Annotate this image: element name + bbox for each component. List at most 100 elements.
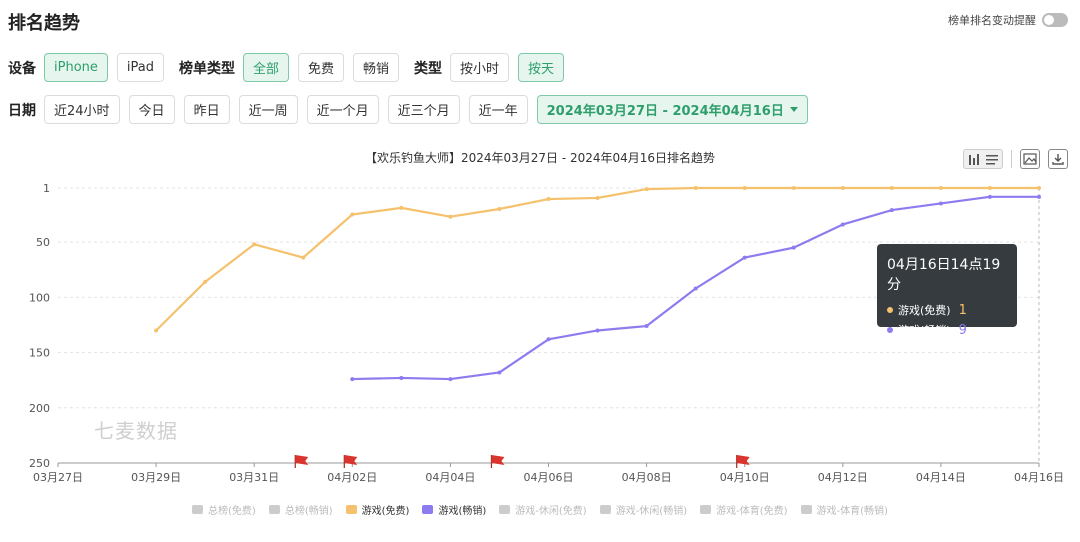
chart-legend: 总榜(免费) 总榜(畅销) 游戏(免费) 游戏(畅销) 游戏-休闲(免费) 游戏-休闲(畅… [0,502,1080,517]
chart-view-toggle[interactable] [963,149,1003,169]
legend-swatch [499,505,511,514]
date-range-value: 2024年03月27日 - 2024年04月16日 [546,104,784,119]
tooltip-paid-dot [887,327,893,333]
legend-item[interactable]: 游戏(免费) [345,502,410,517]
image-icon [1023,153,1037,165]
save-image-button[interactable] [1020,149,1040,169]
rank-change-alert: 榜单排名变动提醒 [948,12,1068,28]
series-point-0 [889,186,894,190]
series-point-1 [448,377,453,382]
y-tick-label: 150 [29,347,50,360]
legend-swatch [422,505,434,514]
tooltip-title: 04月16日14点19分 [887,257,1001,293]
legend-item[interactable]: 游戏-体育(免费) [700,502,788,517]
series-point-1 [742,255,747,260]
date-today-button[interactable]: 今日 [128,95,175,124]
date-month-button[interactable]: 近一个月 [306,95,379,124]
series-point-0 [301,255,306,260]
legend-item[interactable]: 总榜(畅销) [268,502,333,517]
legend-swatch [268,505,280,514]
legend-label: 游戏-体育(畅销) [816,506,888,517]
date-yesterday-button[interactable]: 昨日 [183,95,230,124]
tooltip-row-paid: 游戏(畅销) 9 [887,320,1007,340]
legend-item[interactable]: 总榜(免费) [192,502,256,517]
x-tick-label: 03月29日 [131,471,181,484]
series-point-0 [938,186,943,190]
legend-swatch [700,505,712,514]
series-point-0 [644,187,649,192]
flag-icon [294,455,309,468]
series-point-0 [154,328,159,333]
device-label: 设备 [8,60,36,77]
download-button[interactable] [1048,149,1068,169]
series-point-0 [497,206,502,211]
chevron-down-icon [789,107,798,112]
series-point-0 [987,186,992,190]
device-iphone-button[interactable]: iPhone [44,53,108,82]
x-tick-label: 04月02日 [327,471,377,484]
legend-swatch [800,505,812,514]
series-point-0 [840,186,845,190]
rank-change-alert-toggle[interactable] [1042,13,1068,27]
rank-change-alert-label: 榜单排名变动提醒 [948,14,1036,27]
filter-row-1: 设备 iPhone iPad 榜单类型 全部 免费 畅销 类型 按小时 按天 [8,53,573,82]
series-point-1 [693,286,698,291]
series-point-0 [399,205,404,210]
list-type-label: 榜单类型 [178,60,235,77]
date-label: 日期 [8,102,36,119]
list-type-free-button[interactable]: 免费 [298,53,345,82]
flag-icon [343,455,358,468]
date-range-picker[interactable]: 2024年03月27日 - 2024年04月16日 [536,95,808,124]
type-label: 类型 [414,60,443,77]
y-tick-label: 100 [29,291,50,304]
type-daily-button[interactable]: 按天 [518,53,565,82]
series-point-1 [350,377,355,382]
series-point-1 [840,222,845,227]
series-point-1 [497,370,502,375]
legend-item[interactable]: 游戏-休闲(畅销) [599,502,687,517]
legend-item[interactable]: 游戏-休闲(免费) [499,502,587,517]
legend-item[interactable]: 游戏(畅销) [422,502,486,517]
series-point-0 [1037,186,1041,190]
series-point-0 [546,197,551,202]
list-type-paid-button[interactable]: 畅销 [353,53,400,82]
watermark: 七麦数据 [94,419,178,443]
x-tick-label: 04月14日 [916,471,966,484]
y-tick-label: 200 [29,402,50,415]
list-type-all-button[interactable]: 全部 [242,53,289,82]
download-icon [1052,154,1064,165]
legend-label: 游戏(畅销) [438,506,487,517]
x-tick-label: 03月31日 [229,471,279,484]
date-3months-button[interactable]: 近三个月 [387,95,460,124]
y-tick-label: 1 [43,182,50,195]
legend-item[interactable]: 游戏-体育(畅销) [800,502,888,517]
tooltip-paid-value: 9 [958,322,967,338]
legend-label: 总榜(免费) [208,506,256,517]
date-24h-button[interactable]: 近24小时 [44,95,120,124]
series-point-0 [252,242,257,247]
device-ipad-button[interactable]: iPad [116,53,164,82]
tooltip-row-free: 游戏(免费) 1 [887,300,1007,320]
tooltip-free-dot [887,307,893,313]
type-hourly-button[interactable]: 按小时 [450,53,510,82]
date-year-button[interactable]: 近一年 [468,95,528,124]
x-tick-label: 04月10日 [720,471,770,484]
date-week-button[interactable]: 近一周 [238,95,298,124]
legend-label: 游戏(免费) [361,506,410,517]
x-tick-label: 04月08日 [622,471,672,484]
legend-swatch [345,505,357,514]
x-tick-label: 03月27日 [33,471,83,484]
series-point-1 [644,324,649,329]
series-point-1 [987,194,992,199]
tooltip-paid-name: 游戏(畅销) [898,324,951,337]
series-point-0 [791,186,796,190]
legend-swatch [192,505,204,514]
tooltip-free-value: 1 [958,302,967,318]
filter-row-2: 日期 近24小时 今日 昨日 近一周 近一个月 近三个月 近一年 2024年03… [8,95,817,124]
legend-label: 游戏-休闲(免费) [515,506,587,517]
series-point-0 [448,214,453,219]
y-tick-label: 50 [36,236,50,249]
tooltip-free-name: 游戏(免费) [898,304,951,317]
series-point-1 [791,245,796,250]
